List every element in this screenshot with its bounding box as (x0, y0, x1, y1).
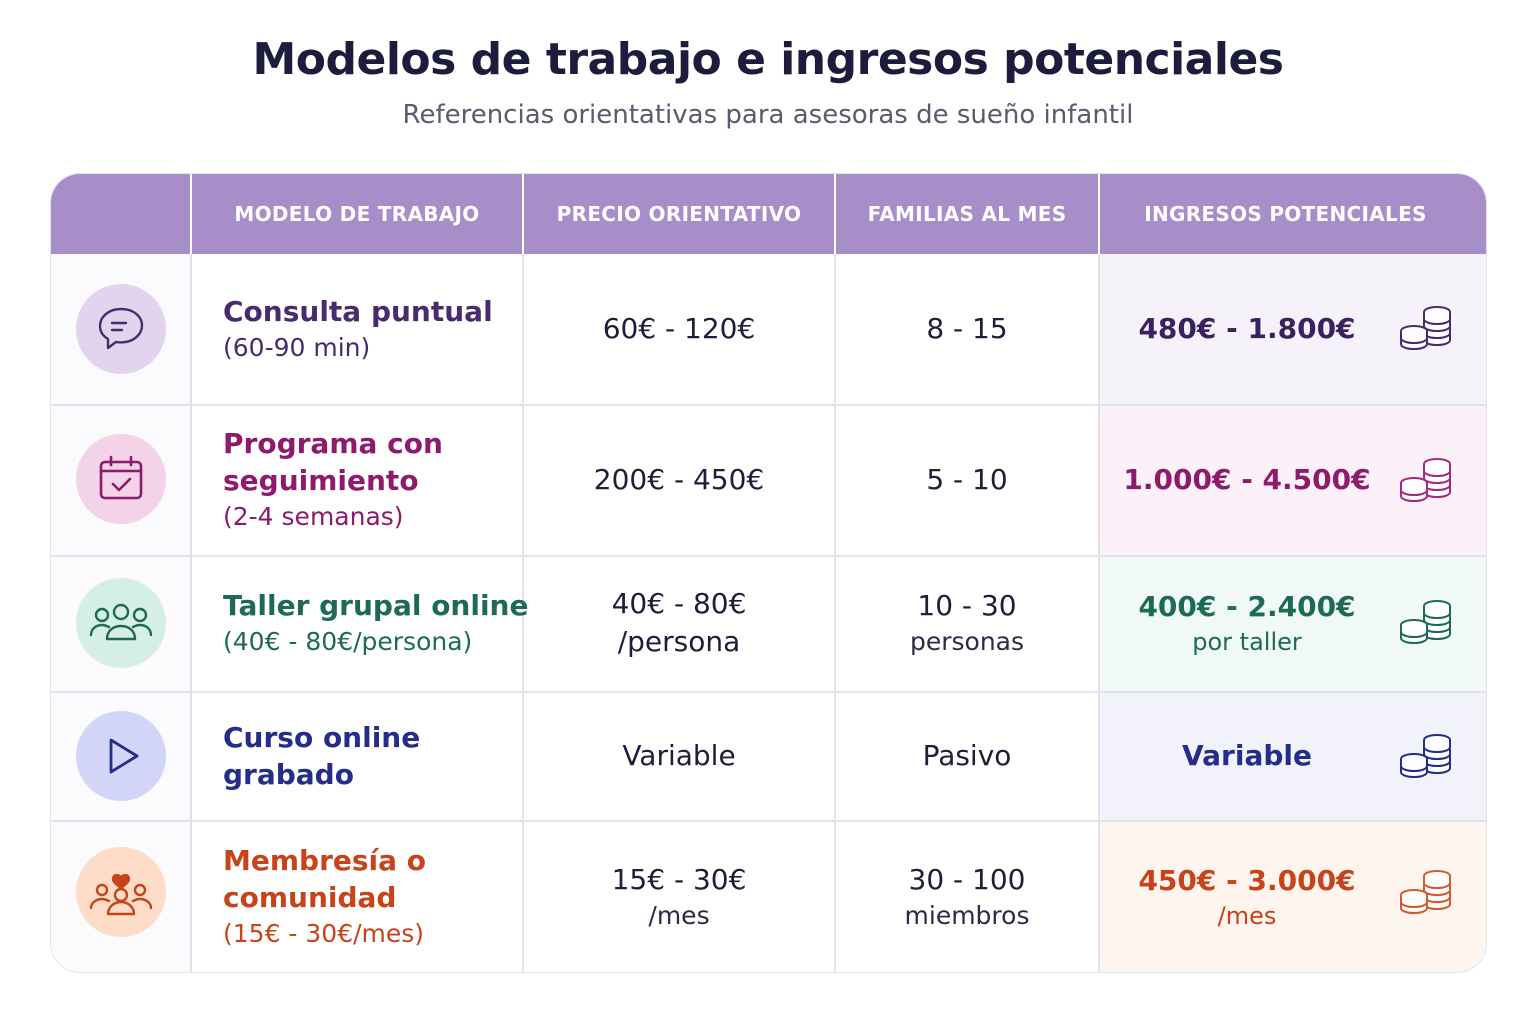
income-value: 480€ - 1.800€ (1138, 312, 1356, 345)
income-value: 1.000€ - 4.500€ (1123, 462, 1371, 496)
group-icon (76, 578, 166, 668)
coins-icon (1400, 734, 1451, 779)
price-sub: /mes (648, 901, 710, 930)
col-header-familias: FAMILIAS AL MES (867, 202, 1067, 226)
families-sub: miembros (904, 901, 1030, 930)
families-sub: personas (909, 627, 1025, 656)
model-name: Consulta puntual (223, 294, 493, 328)
model-name: Curso online (223, 720, 421, 754)
model-note: (40€ - 80€/persona) (223, 626, 473, 656)
coins-icon (1400, 306, 1451, 351)
income-value: 450€ - 3.000€ (1138, 864, 1356, 897)
model-note: (15€ - 30€/mes) (223, 919, 425, 948)
income-table: MODELO DE TRABAJO PRECIO ORIENTATIVO FAM… (50, 173, 1487, 973)
model-note: (60-90 min) (223, 332, 371, 362)
page-subtitle: Referencias orientativas para asesoras d… (402, 100, 1134, 130)
col-header-modelo: MODELO DE TRABAJO (234, 202, 480, 226)
coins-icon (1400, 870, 1451, 915)
model-note: (2-4 semanas) (223, 501, 404, 531)
divider (522, 254, 524, 972)
families-value: 30 - 100 (908, 863, 1026, 896)
price-value: 40€ - 80€ (611, 587, 747, 620)
families-value: 5 - 10 (926, 462, 1008, 496)
price-value: 60€ - 120€ (602, 312, 756, 345)
model-name: Membresía o (223, 844, 427, 877)
table-header: MODELO DE TRABAJO PRECIO ORIENTATIVO FAM… (51, 174, 1486, 254)
model-name-line-2: comunidad (223, 881, 397, 914)
price-value: Variable (622, 738, 736, 772)
families-value: 8 - 15 (926, 312, 1008, 345)
model-name: Programa con (223, 426, 443, 460)
income-value: Variable (1182, 738, 1312, 772)
community-heart-icon (76, 847, 166, 937)
divider (51, 691, 1486, 693)
model-name-line-2: grabado (223, 757, 354, 791)
model-name: Taller grupal online (223, 588, 529, 622)
col-header-ingresos: INGRESOS POTENCIALES (1144, 202, 1427, 226)
divider (51, 555, 1486, 557)
page-title: Modelos de trabajo e ingresos potenciale… (252, 34, 1285, 85)
calendar-check-icon (76, 434, 166, 524)
income-value: 400€ - 2.400€ (1138, 590, 1356, 623)
price-value: 200€ - 450€ (593, 462, 765, 496)
families-value: 10 - 30 (917, 589, 1017, 622)
model-name-line-2: seguimiento (223, 463, 419, 497)
price-sub: /persona (617, 625, 741, 658)
col-header-precio: PRECIO ORIENTATIVO (556, 202, 802, 226)
families-value: Pasivo (922, 738, 1012, 772)
coins-icon (1400, 600, 1451, 645)
coins-icon (1400, 458, 1451, 503)
divider (190, 254, 192, 972)
divider (51, 404, 1486, 406)
divider (1098, 254, 1100, 972)
income-sub: /mes (1217, 902, 1277, 930)
divider (51, 820, 1486, 822)
chat-bubble-icon (76, 284, 166, 374)
price-value: 15€ - 30€ (611, 863, 747, 896)
income-sub: por taller (1192, 628, 1302, 656)
play-icon (76, 711, 166, 801)
divider (834, 254, 836, 972)
